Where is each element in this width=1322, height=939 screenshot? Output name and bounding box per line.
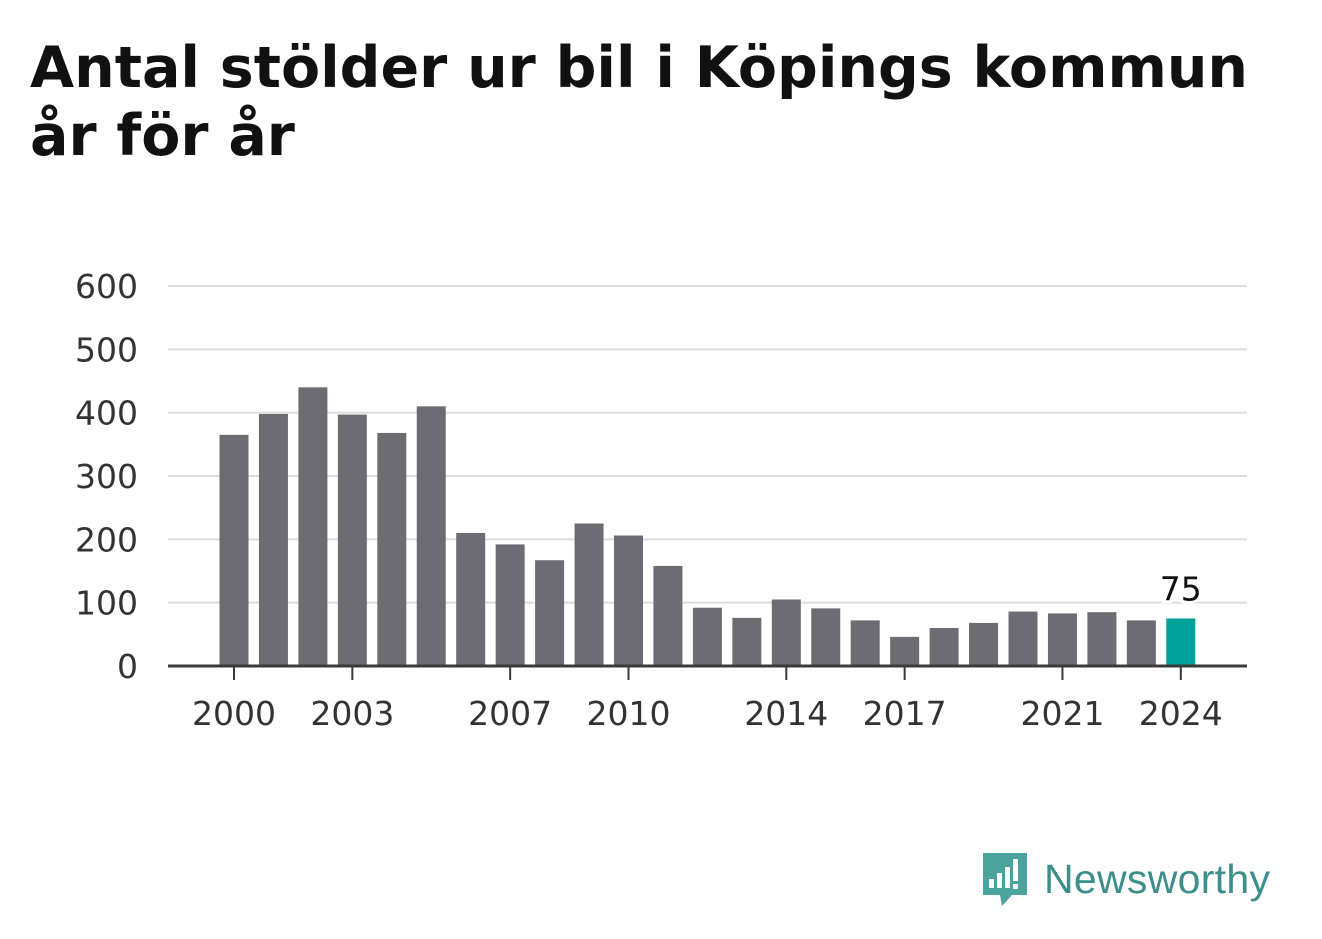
y-tick-label: 300 xyxy=(75,457,138,496)
bar-2007 xyxy=(495,544,525,666)
bar-2015 xyxy=(811,608,841,666)
x-tick-label: 2024 xyxy=(1139,694,1223,733)
bar-2017 xyxy=(890,636,920,666)
bar-2014 xyxy=(771,599,801,666)
brand-name: Newsworthy xyxy=(1044,855,1271,902)
bar-2000 xyxy=(219,434,249,666)
y-tick-label: 400 xyxy=(75,394,138,433)
bars xyxy=(219,387,1196,666)
newsworthy-logo-icon xyxy=(983,853,1027,906)
x-axis: 2000 2003 2007 2010 2014 2017 2021 2024 xyxy=(168,664,1247,733)
bar-2018 xyxy=(929,628,959,666)
bar-2003 xyxy=(337,414,367,666)
bar-2005 xyxy=(416,406,446,666)
brand[interactable]: Newsworthy xyxy=(980,849,1270,909)
y-tick-label: 500 xyxy=(75,330,138,369)
bar-2013 xyxy=(732,617,762,666)
y-tick-label: 200 xyxy=(75,520,138,559)
gridlines xyxy=(168,285,1247,604)
x-tick-label: 2010 xyxy=(587,694,671,733)
bar-2004 xyxy=(377,432,407,666)
bar-2020 xyxy=(1008,611,1038,666)
bar-2016 xyxy=(850,620,880,666)
x-tick-label: 2007 xyxy=(468,694,552,733)
x-tick-label: 2021 xyxy=(1020,694,1104,733)
bar-2006 xyxy=(456,533,486,666)
x-tick-label: 2000 xyxy=(192,694,276,733)
y-tick-label: 0 xyxy=(117,647,138,686)
x-tick-label: 2017 xyxy=(863,694,947,733)
chart-title: Antal stölder ur bil i Köpings kommun år… xyxy=(30,35,1249,169)
bar-2023 xyxy=(1126,620,1156,666)
y-tick-label: 100 xyxy=(75,584,138,623)
bar-2024 xyxy=(1166,618,1196,666)
bar-2010 xyxy=(614,535,643,666)
annotations: 75 xyxy=(1157,567,1205,612)
bar-2002 xyxy=(298,387,328,666)
x-tick-label: 2014 xyxy=(744,694,828,733)
bar-2019 xyxy=(969,622,999,666)
bar-2012 xyxy=(692,607,722,666)
x-tick-label: 2003 xyxy=(310,694,394,733)
bar-2011 xyxy=(653,565,683,666)
bar-2009 xyxy=(574,523,604,666)
bar-2021 xyxy=(1047,613,1077,666)
data-label-2024: 75 xyxy=(1160,570,1202,609)
y-axis-labels: 0 100 200 300 400 500 600 xyxy=(75,267,138,686)
y-tick-label: 600 xyxy=(75,267,138,306)
bar-2008 xyxy=(535,560,565,666)
bar-2001 xyxy=(258,413,288,666)
bar-2022 xyxy=(1087,612,1117,666)
